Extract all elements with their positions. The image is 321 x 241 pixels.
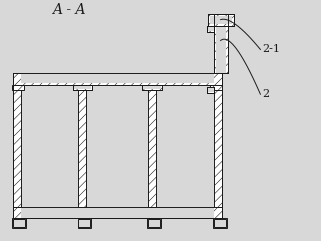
Text: 2-1: 2-1	[262, 45, 280, 54]
Bar	[143, 86, 161, 89]
Bar	[21, 73, 214, 83]
Bar	[210, 85, 221, 90]
Bar	[73, 85, 92, 90]
Bar	[208, 26, 214, 31]
Bar	[213, 218, 227, 228]
Bar	[148, 220, 160, 228]
Bar	[13, 73, 221, 85]
Bar	[210, 16, 231, 24]
Bar	[214, 220, 226, 228]
Bar	[79, 85, 86, 207]
Bar	[142, 85, 162, 90]
Text: 2: 2	[262, 89, 270, 99]
Bar	[148, 85, 156, 207]
Bar	[13, 220, 25, 228]
Bar	[77, 218, 91, 228]
Bar	[216, 26, 226, 73]
Bar	[214, 85, 221, 207]
Bar	[13, 207, 221, 218]
Bar	[148, 220, 160, 228]
Bar	[21, 208, 214, 218]
Bar	[214, 220, 226, 228]
Bar	[207, 87, 214, 93]
Bar	[207, 87, 214, 93]
Bar	[79, 220, 91, 228]
Bar	[208, 14, 234, 26]
Bar	[74, 86, 91, 89]
Bar	[207, 26, 214, 32]
Text: A - A: A - A	[52, 3, 85, 17]
Bar	[147, 218, 161, 228]
Bar	[214, 26, 228, 73]
Bar	[73, 85, 92, 90]
Bar	[12, 218, 26, 228]
Bar	[208, 14, 234, 26]
Bar	[142, 85, 162, 90]
Bar	[79, 220, 91, 228]
Bar	[13, 220, 25, 228]
Bar	[207, 26, 214, 32]
Bar	[12, 85, 24, 90]
Bar	[13, 85, 21, 207]
Bar	[208, 87, 214, 92]
Bar	[214, 26, 228, 73]
